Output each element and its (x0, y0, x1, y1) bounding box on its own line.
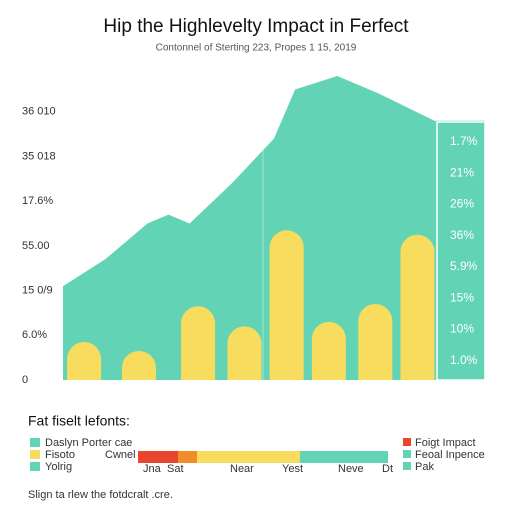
stack-tick-label: Sat (167, 463, 184, 475)
bar (227, 326, 262, 380)
legend-label: Fisoto (45, 449, 75, 461)
bar (121, 350, 156, 380)
footer: Slign ta rlew the fotdcralt .cre. (28, 489, 173, 501)
side-label: 26% (450, 197, 474, 211)
legend-swatch (403, 462, 411, 470)
stack-segment (300, 451, 388, 463)
side-panel (436, 121, 486, 381)
legend-swatch (30, 438, 40, 447)
stack-tick-label: Neve (338, 463, 364, 475)
y-tick-label: 6.0% (22, 329, 47, 341)
bar (269, 230, 304, 380)
stack-label: Cwnel (105, 449, 136, 461)
legend-swatch (403, 438, 411, 446)
legend-label: Daslyn Porter cae (45, 437, 132, 449)
side-label: 36% (450, 228, 474, 242)
y-tick-label: 36 010 (22, 106, 56, 118)
legend-label: Pak (415, 461, 434, 473)
legend-title: Fat fiselt lefonts: (28, 413, 130, 429)
stack-tick-label: Yest (282, 463, 303, 475)
side-label: 21% (450, 165, 474, 179)
legend-swatch (30, 450, 40, 459)
bar (67, 342, 102, 380)
side-label: 15% (450, 290, 474, 304)
stack-segment (138, 451, 178, 463)
stack-tick-label: Near (230, 463, 254, 475)
y-tick-label: 55.00 (22, 240, 50, 252)
y-tick-label: 15 0/9 (22, 285, 53, 297)
chart-subtitle: Contonnel of Sterting 223, Propes 1 15, … (156, 43, 357, 54)
stack-segment (178, 451, 197, 463)
bar (358, 304, 393, 380)
chart-title: Hip the Highlevelty Impact in Ferfect (103, 16, 409, 37)
legend-swatch (403, 450, 411, 458)
area (63, 76, 485, 380)
legend-swatch (30, 462, 40, 471)
bar (181, 306, 216, 380)
y-tick-label: 0 (22, 374, 28, 386)
legend-label: Yolrig (45, 461, 72, 473)
legend-label: Foigt Impact (415, 437, 476, 449)
stack-tick-label: Dt (382, 463, 393, 475)
stack-tick-label: Jna (143, 463, 162, 475)
side-label: 1.7% (450, 134, 478, 148)
y-tick-label: 35 018 (22, 150, 56, 162)
y-tick-label: 17.6% (22, 195, 53, 207)
side-label: 1.0% (450, 353, 478, 367)
stack-segment (197, 451, 300, 463)
legend-label: Feoal Inpence (415, 449, 485, 461)
bar (311, 321, 346, 380)
side-label: 5.9% (450, 259, 478, 273)
bar (400, 234, 435, 380)
side-label: 10% (450, 322, 474, 336)
